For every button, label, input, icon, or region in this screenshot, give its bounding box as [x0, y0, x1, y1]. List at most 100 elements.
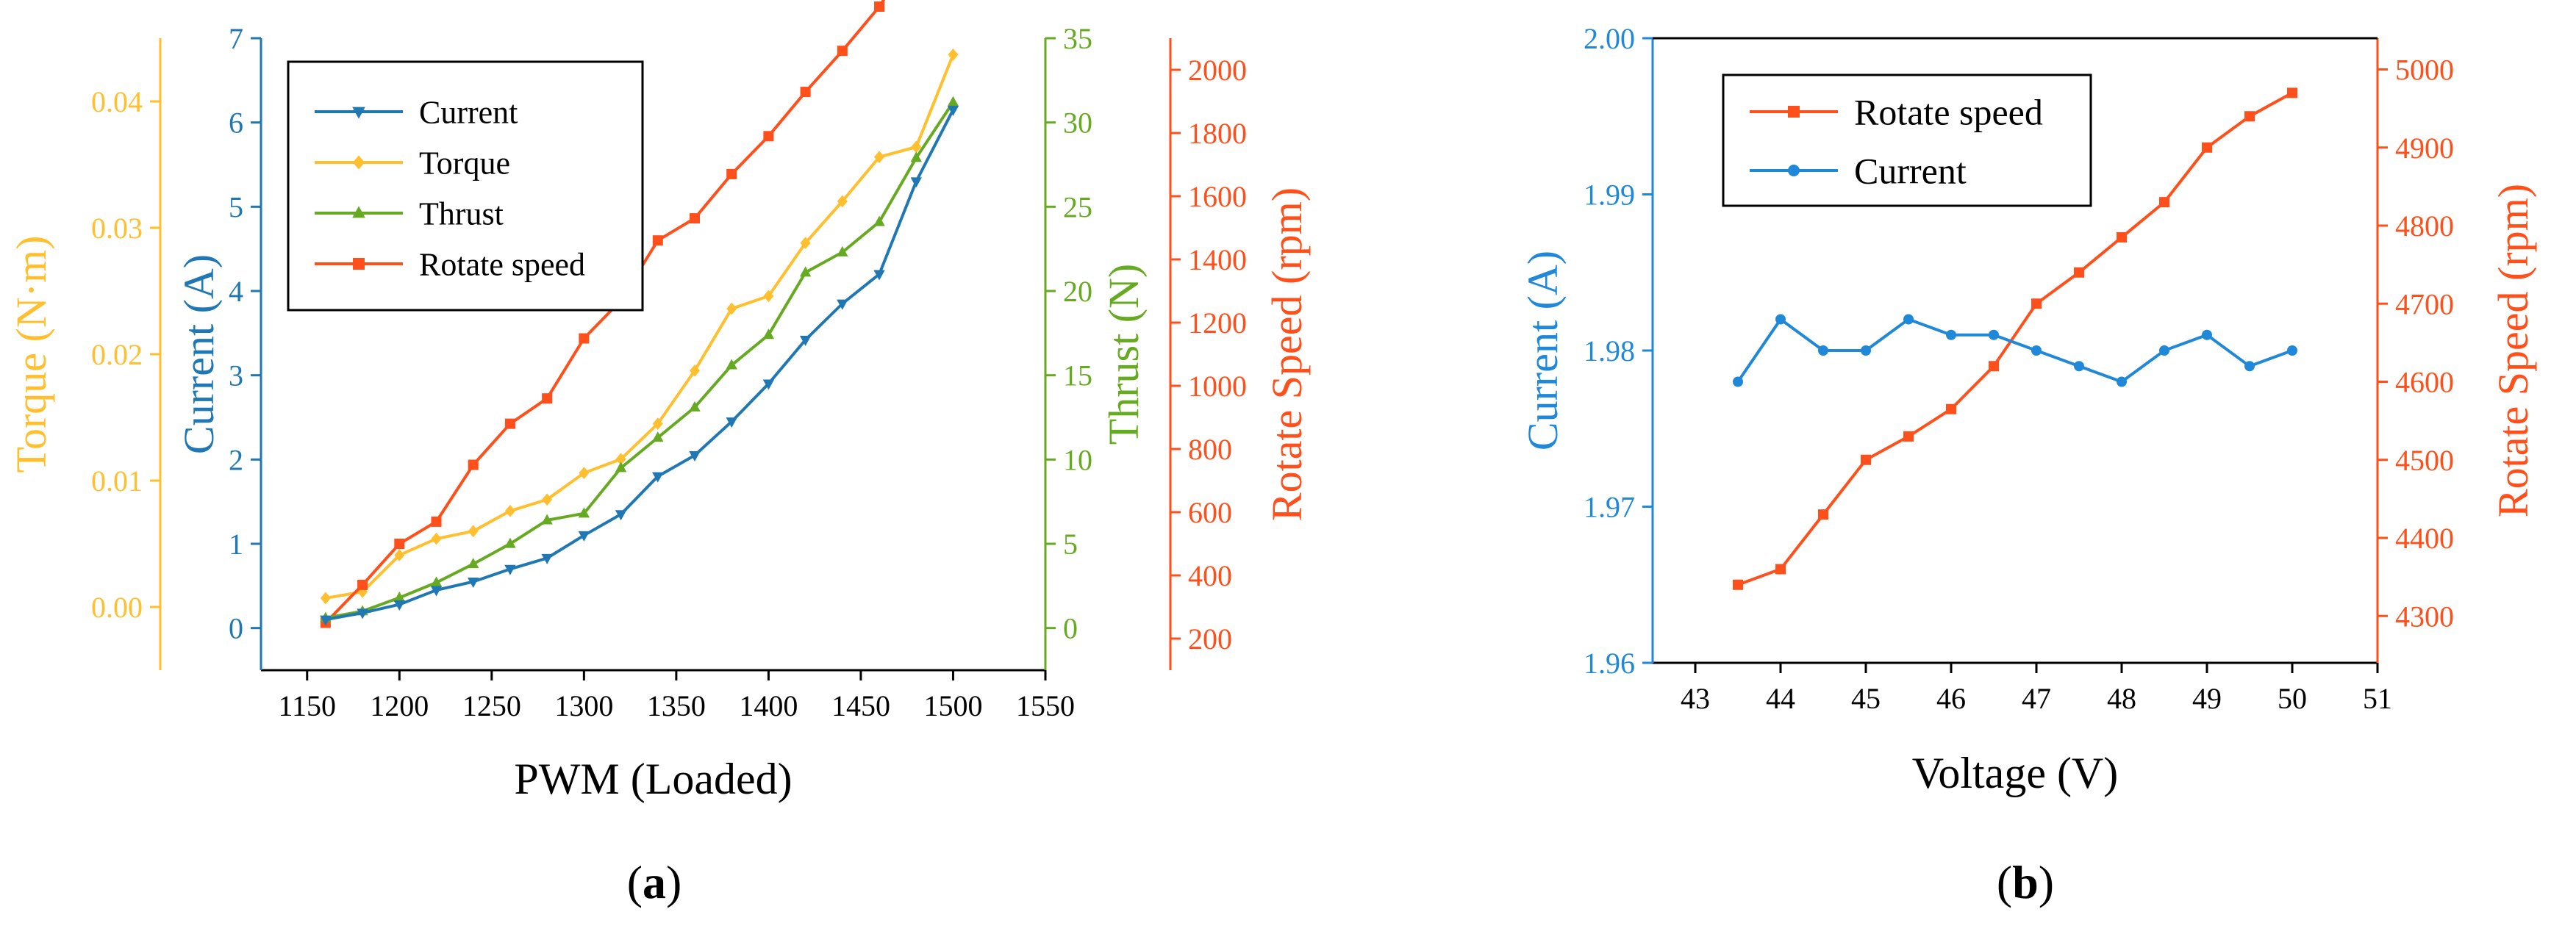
torque-axis-tick-label: 0.02: [91, 338, 143, 371]
data-point-current: [2117, 376, 2127, 387]
data-point-torque: [911, 140, 922, 154]
thrust-axis-tick-label: 20: [1063, 275, 1092, 308]
torque-axis-tick-label: 0.00: [91, 591, 143, 624]
rotate-axis-b-tick-label: 4900: [2395, 132, 2454, 165]
panel-a-x-tick-label: 1400: [739, 689, 798, 722]
torque-axis-tick-label: 0.01: [91, 464, 143, 497]
data-point-current: [2287, 345, 2297, 356]
legend-label-rotate-speed: Rotate speed: [419, 246, 585, 282]
data-point-current: [2202, 329, 2212, 340]
data-point-rotate-speed: [763, 131, 774, 142]
legend-label-current: Current: [1854, 151, 1967, 192]
rotate-axis-tick-label: 1200: [1188, 306, 1247, 340]
data-point-thrust: [504, 537, 516, 548]
series-rotate-speed: [1733, 87, 2297, 590]
thrust-axis-axis-title: Thrust (N): [1100, 264, 1148, 445]
data-point-current: [1818, 345, 1828, 356]
panel-b-x-tick-label: 51: [2363, 682, 2392, 715]
data-point-torque: [689, 364, 700, 377]
data-point-current: [1989, 329, 1999, 340]
data-point-rotate-speed: [1775, 564, 1786, 575]
panel-a-x-tick-label: 1450: [831, 689, 890, 722]
data-point-current: [837, 299, 848, 310]
legend: Current Torque Thrust Rotate speed: [287, 60, 644, 312]
current-axis-tick-label: 6: [229, 107, 243, 140]
legend-label-thrust: Thrust: [419, 195, 504, 231]
panel-b-chart: 43 44 45 46 47 48 49 50 51 Voltage (V) 1.96 1.97 1.9…: [1519, 22, 2537, 797]
panel-a-x-tick-label: 1150: [279, 689, 337, 722]
data-point-rotate-speed: [689, 213, 700, 224]
caption-a: (a): [627, 856, 682, 908]
current-axis-b-axis-title: Current (A): [1519, 251, 1567, 450]
data-point-rotate-speed: [1946, 403, 1956, 414]
current-axis-tick-label: 1: [229, 528, 243, 561]
data-point-rotate-speed: [431, 516, 442, 527]
data-point-current: [393, 600, 405, 611]
data-point-torque: [874, 151, 885, 164]
data-point-rotate-speed: [800, 87, 811, 98]
data-point-torque: [542, 493, 553, 506]
thrust-axis-tick-label: 5: [1063, 528, 1078, 561]
rotate-axis-tick-label: 200: [1188, 622, 1232, 655]
data-point-torque: [468, 525, 479, 538]
series-current: [1733, 314, 2297, 387]
legend-marker-current: [1788, 165, 1800, 176]
data-point-rotate-speed: [579, 333, 590, 344]
data-point-thrust: [393, 591, 405, 602]
panel-b-x-tick-label: 47: [2022, 682, 2051, 715]
data-point-thrust: [837, 245, 848, 256]
caption-b: (b): [1997, 856, 2054, 908]
data-point-rotate-speed: [2244, 111, 2255, 122]
rotate-axis-axis-title: Rotate Speed (rpm): [1263, 187, 1311, 521]
data-point-rotate-speed: [542, 393, 553, 404]
legend-label-torque: Torque: [419, 145, 510, 181]
legend-marker-torque: [353, 155, 365, 170]
data-point-rotate-speed: [874, 1, 885, 12]
rotate-axis-b-tick-label: 4800: [2395, 209, 2454, 243]
data-point-current: [1775, 314, 1786, 325]
legend-box: [287, 60, 644, 312]
data-point-current: [2244, 361, 2255, 372]
current-axis-b-tick-label: 1.98: [1584, 334, 1635, 367]
series-line-rotate-speed: [1737, 91, 2293, 586]
data-point-rotate-speed: [1818, 509, 1828, 520]
current-axis-tick-label: 4: [229, 275, 243, 308]
rotate-axis-tick-label: 400: [1188, 559, 1232, 592]
series-line-torque: [325, 54, 955, 600]
torque-axis-tick-label: 0.04: [91, 85, 143, 118]
current-axis-axis-title: Current (A): [175, 254, 223, 454]
thrust-axis-tick-label: 25: [1063, 190, 1092, 223]
data-point-current: [430, 586, 443, 597]
rotate-axis-tick-label: 1000: [1188, 370, 1247, 403]
data-point-current: [689, 451, 701, 461]
data-point-thrust: [689, 400, 701, 412]
data-point-torque: [504, 504, 515, 517]
data-point-current: [1903, 314, 1914, 325]
current-axis-tick-label: 0: [229, 612, 243, 645]
legend-marker-rotate-speed: [1788, 106, 1800, 118]
data-point-thrust: [652, 431, 664, 442]
rotate-axis-tick-label: 2000: [1188, 54, 1247, 87]
rotate-axis-b-tick-label: 4700: [2395, 287, 2454, 320]
legend-marker-thrust: [352, 206, 365, 218]
current-axis-b-tick-label: 1.99: [1584, 179, 1635, 212]
current-axis-tick-label: 3: [229, 359, 243, 392]
data-point-current: [2074, 361, 2084, 372]
panel-b-x-tick-label: 44: [1766, 682, 1795, 715]
data-point-current: [2159, 345, 2169, 356]
rotate-axis-tick-label: 1800: [1188, 117, 1247, 150]
current-axis-b-tick-label: 1.97: [1584, 491, 1635, 524]
thrust-axis-tick-label: 0: [1063, 612, 1078, 645]
data-point-current: [320, 615, 332, 626]
data-point-thrust: [430, 576, 443, 587]
data-point-torque: [763, 290, 774, 303]
rotate-axis-b-tick-label: 5000: [2395, 54, 2454, 87]
data-point-torque: [320, 592, 331, 605]
data-point-rotate-speed: [504, 418, 515, 429]
data-point-rotate-speed: [468, 459, 479, 470]
legend: Rotate speed Current: [1722, 73, 2092, 207]
panel-a-x-tick-label: 1300: [554, 689, 613, 722]
panel-b-x-tick-label: 49: [2192, 682, 2222, 715]
legend-label-current: Current: [419, 94, 518, 130]
